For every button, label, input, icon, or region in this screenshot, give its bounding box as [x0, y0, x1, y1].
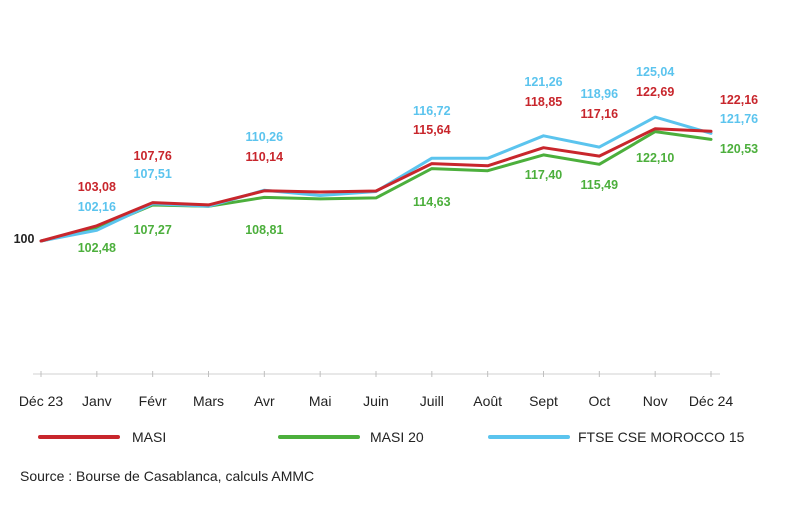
data-label: 122,10 [636, 151, 674, 165]
data-label: 121,76 [720, 112, 758, 126]
legend-label: MASI 20 [370, 429, 424, 445]
data-label: 107,51 [134, 167, 172, 181]
data-label: 110,26 [246, 130, 284, 144]
data-label: 103,08 [78, 180, 116, 194]
data-label: 122,16 [720, 93, 758, 107]
data-label: 115,49 [581, 178, 619, 192]
data-labels: 100 103,08 107,76 110,14 115,64 118,85 117,16 1… [14, 65, 759, 255]
data-label: 110,14 [246, 150, 284, 164]
source-note: Source : Bourse de Casablanca, calculs A… [20, 468, 315, 484]
x-tick-label: Déc 24 [689, 393, 734, 409]
data-label: 107,27 [134, 223, 172, 237]
data-label: 125,04 [636, 65, 674, 79]
data-label: 120,53 [720, 142, 758, 156]
x-tick-label: Déc 23 [19, 393, 64, 409]
x-tick-label: Juin [363, 393, 389, 409]
x-axis: Déc 23 Janv Févr Mars Avr Mai Juin Juill Août Sep… [19, 371, 734, 409]
data-label: 115,64 [413, 123, 451, 137]
data-label: 108,81 [245, 223, 283, 237]
x-tick-label: Janv [82, 393, 112, 409]
data-label: 116,72 [413, 104, 451, 118]
x-tick-label: Mai [309, 393, 332, 409]
series-line-0 [39, 127, 713, 243]
x-tick-label: Févr [139, 393, 167, 409]
data-label: 121,26 [524, 75, 562, 89]
data-label: 122,69 [636, 85, 674, 99]
start-value-label: 100 [14, 232, 35, 246]
legend-label: MASI [132, 429, 166, 445]
legend-label: FTSE CSE MOROCCO 15 [578, 429, 745, 445]
data-label: 102,48 [78, 241, 116, 255]
data-label: 107,76 [134, 149, 172, 163]
legend: MASI MASI 20 FTSE CSE MOROCCO 15 [38, 429, 745, 445]
data-label: 118,85 [525, 95, 563, 109]
data-label: 118,96 [581, 87, 619, 101]
data-label: 117,40 [525, 168, 563, 182]
data-label: 117,16 [581, 107, 619, 121]
x-tick-label: Août [473, 393, 502, 409]
x-tick-label: Avr [254, 393, 275, 409]
x-tick-label: Nov [643, 393, 668, 409]
series-lines [39, 115, 713, 243]
line-chart: Déc 23 Janv Févr Mars Avr Mai Juin Juill Août Sep… [14, 65, 759, 445]
data-label: 114,63 [413, 195, 451, 209]
x-tick-label: Oct [588, 393, 610, 409]
x-tick-label: Juill [420, 393, 444, 409]
x-tick-label: Sept [529, 393, 558, 409]
x-tick-label: Mars [193, 393, 224, 409]
data-label: 102,16 [78, 200, 116, 214]
